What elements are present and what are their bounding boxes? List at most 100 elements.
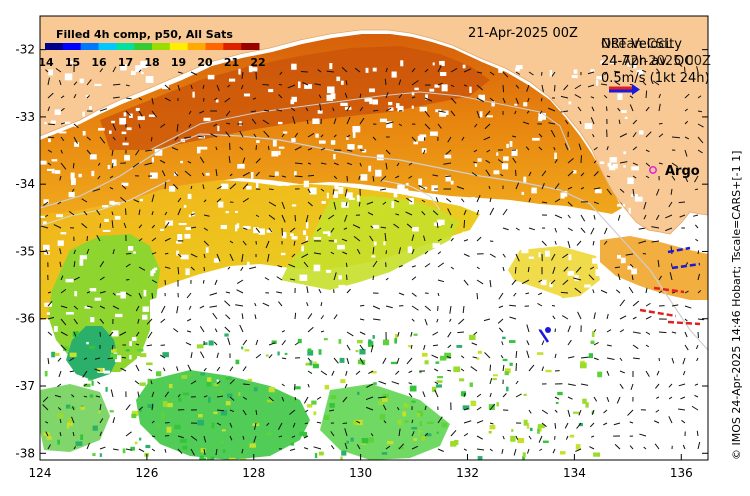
velocity-vector <box>697 149 703 154</box>
velocity-vector <box>589 266 595 270</box>
velocity-vector <box>303 447 309 450</box>
velocity-vector <box>684 331 688 338</box>
velocity-vector <box>489 378 493 385</box>
missing-pixel <box>505 230 509 235</box>
velocity-vector <box>476 435 483 440</box>
velocity-vector <box>86 442 91 450</box>
sst-pixel <box>104 366 108 370</box>
missing-pixel <box>119 117 127 125</box>
velocity-vector <box>241 71 244 79</box>
velocity-vector <box>538 279 543 283</box>
velocity-vector <box>489 97 495 102</box>
velocity-vector <box>587 71 595 75</box>
missing-pixel <box>400 60 404 67</box>
sst-pixel <box>318 349 322 355</box>
velocity-vector <box>199 110 205 114</box>
velocity-vector <box>437 123 442 129</box>
missing-pixel <box>616 203 625 207</box>
velocity-vector <box>617 273 621 281</box>
velocity-vector <box>560 110 569 113</box>
sst-pixel <box>435 361 440 364</box>
sst-pixel <box>440 355 447 361</box>
sst-pixel <box>424 360 429 365</box>
missing-pixel <box>462 64 466 69</box>
missing-pixel <box>515 65 523 70</box>
velocity-vector <box>372 109 379 112</box>
missing-pixel <box>321 201 326 204</box>
missing-pixel <box>493 170 500 175</box>
sst-pixel <box>379 414 386 420</box>
sst-pixel <box>504 368 511 374</box>
y-tick-label: -37 <box>15 379 35 393</box>
missing-pixel <box>90 317 95 323</box>
sst-pixel <box>517 437 525 444</box>
missing-pixel <box>391 201 394 209</box>
velocity-vector <box>645 315 652 320</box>
velocity-vector <box>589 446 595 450</box>
velocity-vector <box>411 249 415 255</box>
missing-pixel <box>203 117 211 122</box>
missing-pixel <box>86 341 89 345</box>
velocity-vector <box>396 162 400 167</box>
velocity-vector <box>341 238 348 242</box>
sst-pixel <box>253 387 258 392</box>
sst-pixel <box>147 378 154 383</box>
missing-pixel <box>229 78 236 82</box>
velocity-vector <box>242 227 248 230</box>
velocity-vector <box>541 366 545 372</box>
missing-pixel <box>43 244 50 250</box>
velocity-vector <box>551 253 556 261</box>
velocity-vector <box>81 223 88 229</box>
velocity-vector <box>697 136 704 144</box>
sst-pixel <box>459 378 465 382</box>
missing-pixel <box>509 141 513 147</box>
velocity-vector <box>320 147 326 151</box>
velocity-vector <box>619 188 625 193</box>
missing-pixel <box>419 106 428 112</box>
velocity-vector <box>151 435 156 438</box>
missing-pixel <box>397 184 405 191</box>
sst-pixel <box>105 386 108 392</box>
velocity-vector <box>421 199 426 203</box>
velocity-vector <box>385 445 391 450</box>
velocity-vector <box>203 395 208 398</box>
velocity-vector <box>606 396 610 402</box>
sst-pixel <box>72 331 79 337</box>
sst-pixel <box>510 435 516 442</box>
argo-marker[interactable] <box>649 166 657 174</box>
missing-pixel <box>616 254 621 259</box>
velocity-vector <box>224 97 231 103</box>
velocity-vector <box>174 171 179 177</box>
velocity-vector <box>148 368 153 372</box>
velocity-vector <box>278 301 283 307</box>
velocity-vector <box>408 393 413 398</box>
velocity-vector <box>216 198 222 203</box>
missing-pixel <box>325 269 332 273</box>
sst-pixel <box>197 419 205 426</box>
velocity-vector <box>164 97 171 102</box>
sst-pixel <box>226 393 233 398</box>
velocity-vector <box>593 312 596 320</box>
velocity-vector <box>418 185 426 190</box>
velocity-vector <box>253 435 257 443</box>
velocity-vector <box>385 121 394 125</box>
velocity-vector <box>291 435 296 438</box>
sst-pixel <box>122 448 126 454</box>
missing-pixel <box>576 241 579 245</box>
velocity-vector <box>665 214 673 219</box>
sst-pixel <box>470 401 477 407</box>
missing-pixel <box>42 221 47 225</box>
velocity-vector <box>199 326 205 333</box>
velocity-vector <box>242 171 250 177</box>
missing-pixel <box>137 356 145 363</box>
velocity-vector <box>590 435 595 438</box>
velocity-vector <box>411 305 419 311</box>
colorbar-swatch <box>45 43 64 50</box>
velocity-vector <box>125 84 130 87</box>
missing-pixel <box>220 183 229 190</box>
velocity-vector <box>72 431 75 437</box>
velocity-vector <box>203 227 208 231</box>
sst-pixel <box>207 377 212 382</box>
velocity-vector <box>432 174 439 177</box>
velocity-vector <box>593 146 598 151</box>
